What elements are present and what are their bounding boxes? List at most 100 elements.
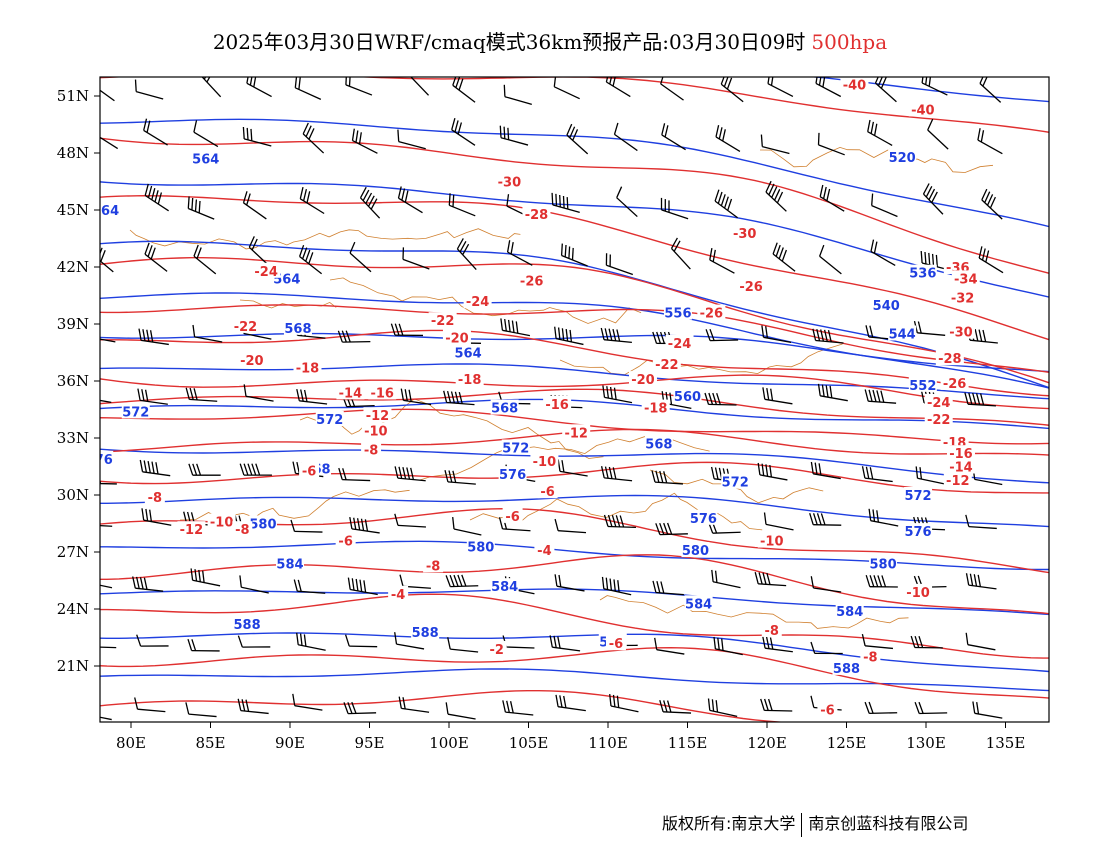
temperature-contour-label: -22 (655, 358, 679, 373)
temperature-contour-label-bg (363, 407, 392, 423)
wind-barb (914, 701, 948, 715)
wind-barb (141, 508, 172, 526)
lat-label: 33N (57, 429, 89, 447)
wind-barb (600, 466, 633, 482)
wind-barb (296, 388, 328, 405)
wind-barb (660, 77, 684, 101)
temperature-contour-label-bg (737, 278, 766, 293)
wind-barb (144, 183, 169, 212)
temperature-contour-label-bg (904, 583, 933, 599)
temperature-contour-label-bg (388, 585, 409, 601)
wind-barb (871, 193, 898, 218)
temperature-contour-label-bg (455, 371, 484, 387)
temperature-contour-line (100, 77, 1049, 133)
temperature-contour-label-bg (299, 462, 320, 478)
height-contour-label: 588 (833, 662, 860, 677)
wind-barb (100, 338, 116, 343)
height-contour-line (100, 448, 1049, 484)
wind-barb (554, 326, 584, 346)
wind-barb (707, 698, 738, 718)
lat-label: 27N (57, 543, 89, 561)
temperature-contour-label: -8 (863, 651, 877, 666)
wind-barb (400, 388, 432, 406)
wind-barb (100, 524, 113, 527)
wind-barb (448, 193, 476, 217)
wind-barb (347, 577, 378, 596)
wind-barb (659, 700, 692, 714)
wind-barb (499, 125, 529, 146)
temperature-contour-label: -26 (700, 307, 724, 322)
wind-barb (605, 253, 634, 276)
height-contour-label: 544 (889, 328, 916, 343)
temperature-contour-label: -6 (540, 485, 554, 500)
lon-label: 95E (354, 734, 384, 752)
temperature-contour-line (100, 329, 1049, 397)
lat-label: 51N (57, 87, 89, 105)
height-contour-label: 576 (499, 468, 526, 483)
height-contour-line (100, 332, 1049, 373)
height-contour-label-bg (869, 555, 898, 571)
wind-barb (553, 77, 580, 100)
temperature-contour-label: -2 (489, 643, 503, 658)
wind-barb (965, 573, 997, 590)
temperature-contour-label: -26 (739, 280, 763, 295)
wind-barb (915, 466, 946, 485)
height-contour-label: 572 (122, 405, 149, 420)
wind-barb (410, 77, 430, 96)
wind-barb (187, 639, 220, 652)
height-contour-label: 520 (889, 151, 916, 166)
wind-barb (345, 77, 373, 96)
height-contour-line (100, 494, 1049, 528)
temperature-contour-label-bg (177, 521, 206, 537)
temperature-contour-label: -8 (364, 443, 378, 458)
wind-barb (185, 387, 218, 402)
lon-label: 105E (509, 734, 549, 752)
wind-barb (397, 186, 423, 214)
lon-label: 125E (827, 734, 867, 752)
wind-barb (705, 328, 739, 342)
lat-label: 21N (57, 657, 89, 675)
wind-barb (922, 183, 944, 215)
height-contour-label: 560 (674, 390, 701, 405)
wind-barb (819, 184, 845, 212)
temperature-contour-label: -16 (949, 447, 973, 462)
wind-barb (601, 576, 632, 596)
lon-label: 110E (588, 734, 628, 752)
height-contour-label: 564 (92, 204, 119, 219)
temperature-contour-label: -8 (148, 491, 162, 506)
temperature-contour-label: -4 (537, 544, 551, 559)
wind-barb (652, 580, 684, 596)
wind-barb (817, 383, 848, 402)
wind-barb (810, 641, 843, 655)
height-contour-label: 572 (316, 413, 343, 428)
lat-label: 45N (57, 201, 89, 219)
wind-barb (715, 125, 741, 152)
height-contour-label: 556 (664, 307, 691, 322)
temperature-contour-label-bg (951, 270, 980, 286)
wind-barb (337, 330, 371, 343)
temperature-contour-label-bg (537, 483, 558, 499)
height-contour-label: 588 (233, 618, 260, 633)
temperature-contour-label: -18 (644, 402, 668, 417)
height-contour-label: 580 (249, 518, 276, 533)
wind-barb (767, 77, 794, 98)
temperature-contour-line (100, 593, 1049, 659)
wind-barb (136, 634, 169, 647)
wind-barb (100, 716, 112, 721)
wind-barb (913, 320, 946, 336)
wind-barb (299, 186, 325, 215)
wind-barb (359, 186, 381, 219)
temperature-contour-label: -20 (240, 354, 264, 369)
height-contour-label: 572 (722, 476, 749, 491)
wind-barb (809, 513, 842, 526)
wind-barb (551, 192, 580, 214)
lat-label: 30N (57, 486, 89, 504)
height-contour-label-bg (490, 399, 519, 415)
temperature-contour-label-bg (562, 424, 591, 440)
wind-barb (864, 701, 898, 715)
height-contour-label-bg (721, 473, 750, 489)
wind-barb (605, 77, 631, 98)
height-contour-line (100, 292, 1049, 389)
temperature-contour-label-bg (336, 384, 365, 400)
wind-barb (447, 637, 479, 653)
